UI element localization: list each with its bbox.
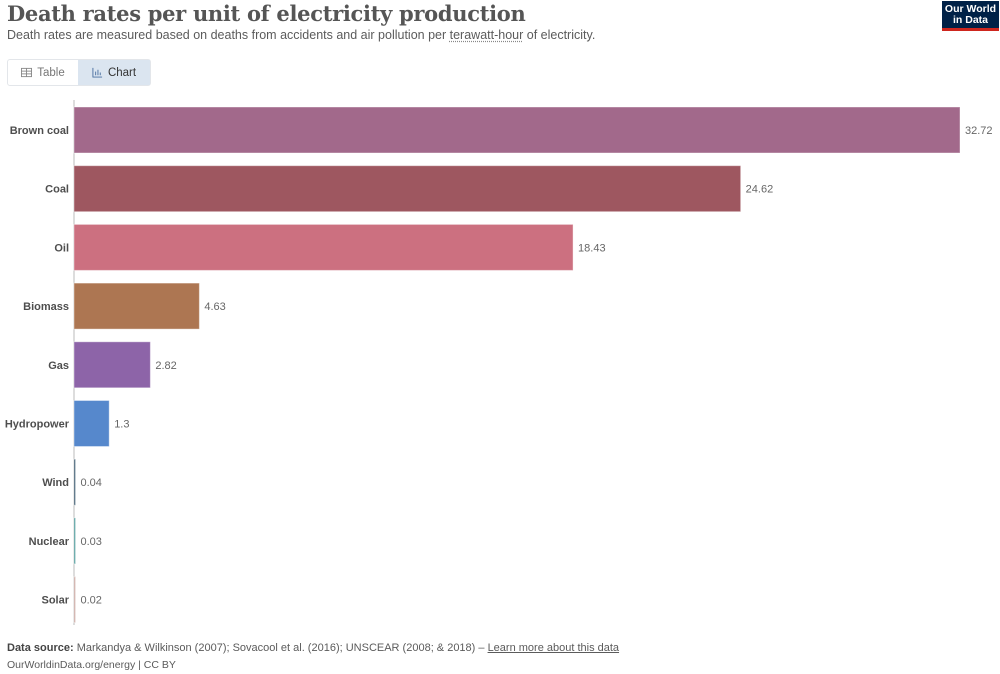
category-label: Gas bbox=[48, 360, 69, 372]
bar-coal[interactable] bbox=[73, 165, 742, 213]
bar-hydropower[interactable] bbox=[73, 400, 110, 447]
category-label: Hydropower bbox=[5, 419, 70, 431]
value-label: 32.72 bbox=[965, 125, 993, 137]
tab-table[interactable]: Table bbox=[8, 60, 78, 85]
data-source-label: Data source: bbox=[7, 642, 74, 654]
tab-chart[interactable]: Chart bbox=[78, 60, 150, 85]
logo-line-1: Our World bbox=[944, 3, 997, 15]
subtitle-text-end: of electricity. bbox=[523, 28, 596, 42]
bar-chart: Brown coal 32.72 Coal 24.62 Oil 18.43 Biomass 4… bbox=[5, 100, 993, 625]
value-label: 4.63 bbox=[204, 301, 225, 313]
category-label: Solar bbox=[41, 595, 69, 607]
category-label: Coal bbox=[45, 184, 69, 196]
data-source: Data source: Markandya & Wilkinson (2007… bbox=[7, 642, 619, 654]
terawatt-hour-link[interactable]: terawatt-hour bbox=[449, 28, 524, 42]
category-label: Biomass bbox=[23, 301, 69, 313]
tab-table-label: Table bbox=[37, 66, 65, 79]
logo-line-2: in Data bbox=[952, 14, 988, 26]
bar-biomass[interactable] bbox=[73, 282, 200, 330]
url-license: OurWorldinData.org/energy | CC BY bbox=[7, 659, 176, 671]
value-label: 0.03 bbox=[81, 536, 102, 548]
bar-solar[interactable] bbox=[73, 576, 76, 624]
bar-nuclear[interactable] bbox=[73, 517, 76, 565]
bar-brown-coal[interactable] bbox=[73, 106, 961, 154]
tab-chart-label: Chart bbox=[107, 66, 137, 79]
chart-title: Death rates per unit of electricity prod… bbox=[7, 1, 526, 26]
value-label: 24.62 bbox=[746, 184, 774, 196]
table-icon bbox=[21, 67, 33, 78]
data-source-text: Markandya & Wilkinson (2007); Sovacool e… bbox=[73, 642, 488, 654]
value-label: 1.3 bbox=[114, 419, 129, 431]
value-label: 0.02 bbox=[81, 595, 102, 607]
category-label: Wind bbox=[42, 477, 69, 489]
value-label: 18.43 bbox=[578, 242, 606, 254]
category-label: Oil bbox=[54, 242, 69, 254]
chart-subtitle: Death rates are measured based on deaths… bbox=[7, 28, 595, 42]
category-label: Brown coal bbox=[10, 125, 69, 137]
bar-oil[interactable] bbox=[73, 223, 574, 271]
view-tabs: Table Chart bbox=[7, 59, 151, 86]
value-label: 0.04 bbox=[81, 477, 102, 489]
learn-more-link[interactable]: Learn more about this data bbox=[487, 642, 620, 654]
subtitle-text: Death rates are measured based on deaths… bbox=[7, 28, 450, 42]
category-label: Nuclear bbox=[29, 536, 70, 548]
chart-icon bbox=[92, 67, 103, 78]
bar-gas[interactable] bbox=[73, 341, 151, 389]
owid-logo[interactable]: Our World in Data bbox=[942, 1, 999, 31]
value-label: 2.82 bbox=[155, 360, 176, 372]
bar-wind[interactable] bbox=[73, 458, 76, 506]
bars-group: Brown coal 32.72 Coal 24.62 Oil 18.43 Biomass 4… bbox=[5, 106, 993, 624]
